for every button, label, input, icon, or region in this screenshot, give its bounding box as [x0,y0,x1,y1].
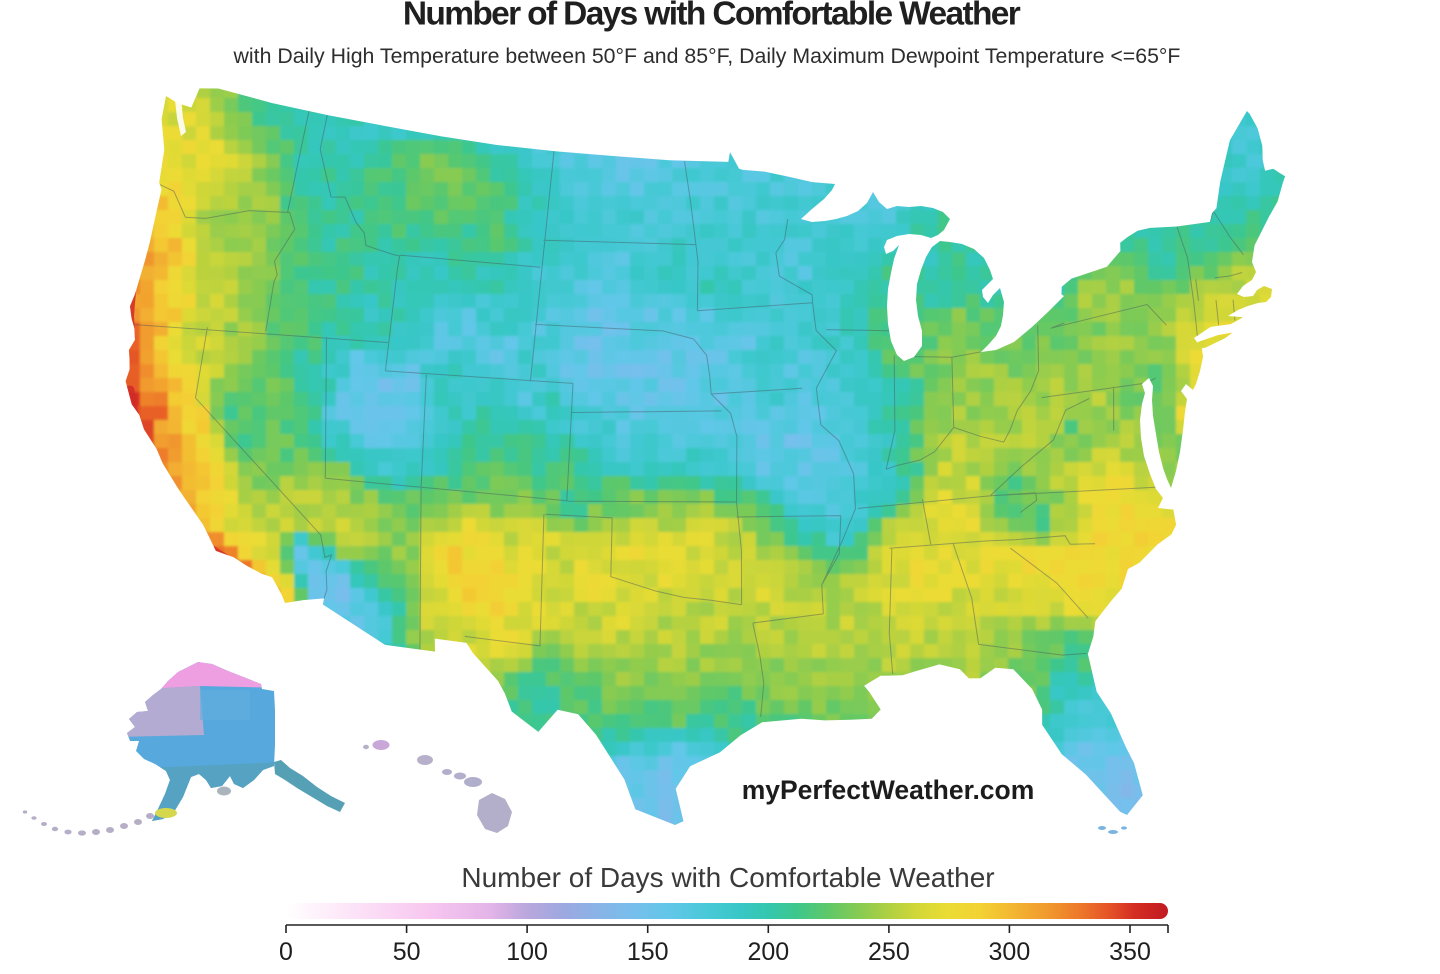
svg-text:300: 300 [989,938,1031,966]
svg-text:myPerfectWeather.com: myPerfectWeather.com [742,775,1035,805]
svg-text:0: 0 [279,938,293,966]
svg-text:Number of Days with Comfortabl: Number of Days with Comfortable Weather [403,0,1021,33]
svg-text:200: 200 [747,938,789,966]
svg-text:150: 150 [627,938,669,966]
svg-text:350: 350 [1109,938,1151,966]
svg-text:with Daily High Temperature be: with Daily High Temperature between 50°F… [233,44,1181,68]
svg-text:50: 50 [393,938,421,966]
svg-text:Number of Days with Comfortabl: Number of Days with Comfortable Weather [461,862,994,893]
svg-text:100: 100 [506,938,548,966]
svg-text:250: 250 [868,938,910,966]
